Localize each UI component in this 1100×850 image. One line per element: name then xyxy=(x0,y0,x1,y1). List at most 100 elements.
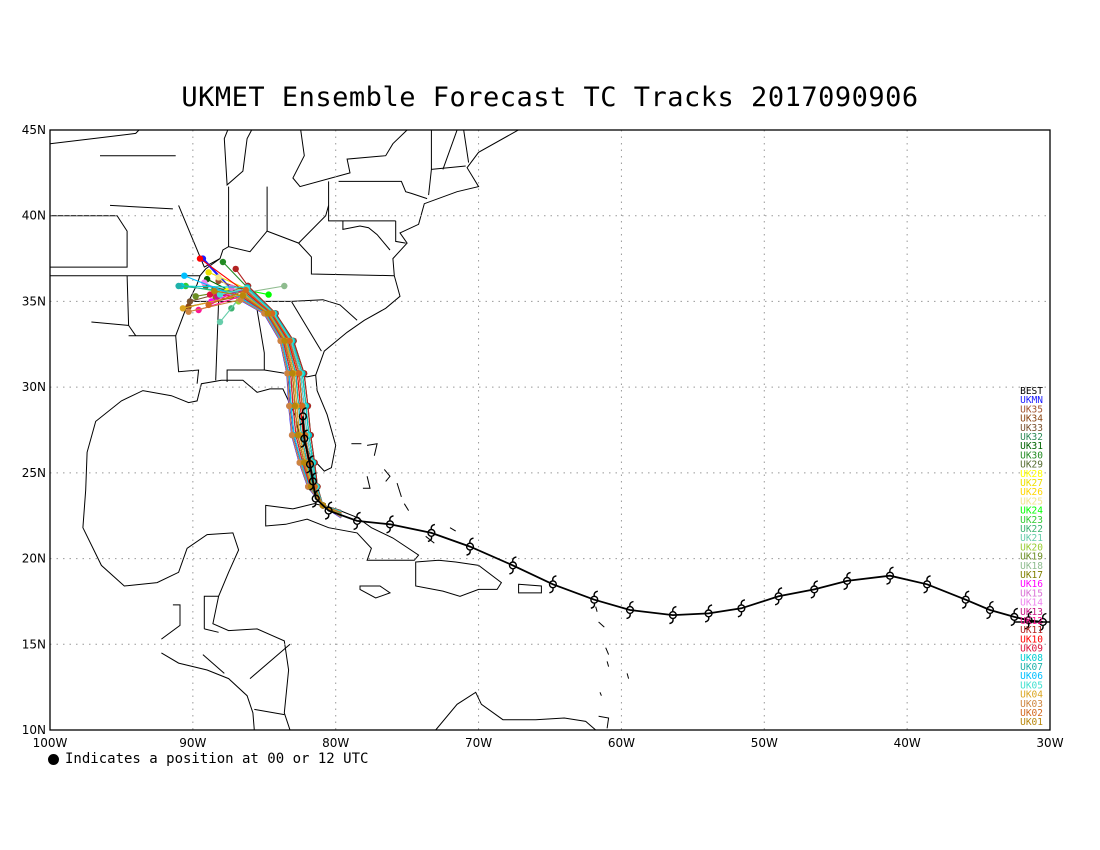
bahamas-eleuthera xyxy=(383,469,391,482)
hurricane-symbol-icon xyxy=(311,489,320,508)
hurricane-symbol-icon xyxy=(774,587,783,606)
arkansas-west-border xyxy=(126,275,137,336)
hurricane-symbol-icon xyxy=(922,575,932,594)
lake-michigan xyxy=(223,130,253,186)
hurricane-symbol-icon xyxy=(842,571,852,591)
legend-entry-uk18: UK18 xyxy=(1020,561,1043,572)
bahamas-exuma xyxy=(403,503,410,511)
ensemble-track-line xyxy=(226,290,342,518)
lon-tick-label: 100W xyxy=(33,736,68,750)
ensemble-position-dot xyxy=(281,282,288,290)
legend-entry-uk30: UK30 xyxy=(1020,450,1043,461)
ensemble-position-dot xyxy=(242,286,249,294)
legend-entry-uk28: UK28 xyxy=(1020,469,1043,480)
ensemble-position-dot xyxy=(286,402,293,410)
honduras-nicaragua xyxy=(249,643,291,679)
legend-entry-uk26: UK26 xyxy=(1020,487,1043,498)
ensemble-track-line xyxy=(231,287,342,516)
hurricane-symbol-icon xyxy=(298,407,307,426)
mainland-coast xyxy=(50,130,520,730)
hurricane-symbol-icon xyxy=(548,575,558,594)
ensemble-track-uk08 xyxy=(178,282,342,512)
lat-tick-label: 35N xyxy=(22,294,46,308)
ensemble-position-dot xyxy=(296,459,303,466)
footnote: Indicates a position at 00 or 12 UTC xyxy=(48,751,368,767)
nh-maine-border xyxy=(463,130,470,163)
lat-tick-label: 40N xyxy=(22,209,46,223)
alabama-mississippi-border xyxy=(215,301,220,381)
legend-entry-uk20: UK20 xyxy=(1020,542,1043,553)
ensemble-track-line xyxy=(198,294,342,516)
plot-frame xyxy=(49,129,1051,731)
best-track xyxy=(298,407,1050,632)
track-legend: BESTUKMNUK35UK34UK33UK32UK31UK30UK29UK28… xyxy=(1020,386,1043,728)
legend-entry-uk24: UK24 xyxy=(1020,506,1043,517)
legend-entry-ukmn: UKMN xyxy=(1020,395,1043,406)
el-salvador-border xyxy=(202,654,225,674)
hurricane-symbol-icon xyxy=(590,590,599,609)
ensemble-position-dot xyxy=(211,287,218,295)
hurricane-symbol-icon xyxy=(985,600,995,620)
potomac xyxy=(342,220,391,251)
ensemble-position-dot xyxy=(299,402,306,410)
ensemble-position-dot xyxy=(192,293,199,300)
ensemble-position-dot xyxy=(215,274,222,281)
nicaragua-costa-rica xyxy=(254,708,285,716)
hispaniola-coast xyxy=(415,559,503,597)
jamaica-coast xyxy=(359,585,392,599)
barbados xyxy=(626,673,630,679)
louisiana-border xyxy=(128,335,200,384)
legend-entry-uk34: UK34 xyxy=(1020,414,1043,425)
ensemble-track-uk34 xyxy=(185,292,342,516)
legend-entry-uk32: UK32 xyxy=(1020,432,1043,443)
ensemble-track-uk09 xyxy=(206,291,342,517)
footnote-text: Indicates a position at 00 or 12 UTC xyxy=(65,751,369,767)
legend-entry-uk21: UK21 xyxy=(1020,533,1043,544)
ensemble-track-uk23 xyxy=(182,282,342,516)
lat-tick-label: 30N xyxy=(22,380,46,394)
ensemble-position-dot xyxy=(228,284,235,291)
legend-entry-uk10: UK10 xyxy=(1020,634,1043,645)
alabama-georgia-border xyxy=(226,301,265,382)
legend-entry-uk02: UK02 xyxy=(1020,708,1043,719)
lat-tick-label: 25N xyxy=(22,466,46,480)
legend-entry-uk14: UK14 xyxy=(1020,598,1043,609)
legend-entry-uk03: UK03 xyxy=(1020,699,1043,710)
hurricane-symbol-icon xyxy=(961,590,970,609)
kansas-border xyxy=(50,215,128,268)
lon-tick-label: 50W xyxy=(751,736,778,750)
ensemble-position-dot xyxy=(205,269,212,276)
guatemala-border xyxy=(161,604,181,640)
lon-tick-label: 30W xyxy=(1036,736,1063,750)
hurricane-symbol-icon xyxy=(385,515,395,534)
ensemble-position-dot xyxy=(291,402,299,410)
hurricane-symbol-icon xyxy=(1038,612,1048,632)
ensemble-position-dot xyxy=(196,255,204,262)
ensemble-track-uk22 xyxy=(228,282,342,512)
hurricane-symbol-icon xyxy=(465,537,475,556)
legend-entry-uk13: UK13 xyxy=(1020,607,1043,618)
guadeloupe xyxy=(598,621,605,628)
ensemble-position-dot xyxy=(288,431,296,439)
lon-tick-label: 60W xyxy=(608,736,635,750)
legend-entry-uk35: UK35 xyxy=(1020,404,1043,415)
antigua xyxy=(595,606,598,612)
ensemble-position-dot xyxy=(286,337,293,345)
illinois-border xyxy=(178,205,221,268)
legend-entry-uk15: UK15 xyxy=(1020,588,1043,599)
legend-entry-uk01: UK01 xyxy=(1020,717,1043,728)
ensemble-position-dot xyxy=(281,337,288,345)
coastline-layer xyxy=(50,130,630,730)
bahamas-inagua xyxy=(425,535,435,544)
grenada xyxy=(599,692,602,696)
ensemble-track-uk18 xyxy=(241,282,342,515)
ensemble-track-line xyxy=(218,280,342,514)
hurricane-symbol-icon xyxy=(737,599,746,618)
ensemble-track-line xyxy=(185,285,342,516)
martinique xyxy=(605,647,610,655)
ensemble-position-dot xyxy=(216,291,224,298)
belize-border xyxy=(203,595,219,629)
south-america-coast xyxy=(435,691,597,730)
hurricane-symbol-icon xyxy=(1010,607,1019,627)
